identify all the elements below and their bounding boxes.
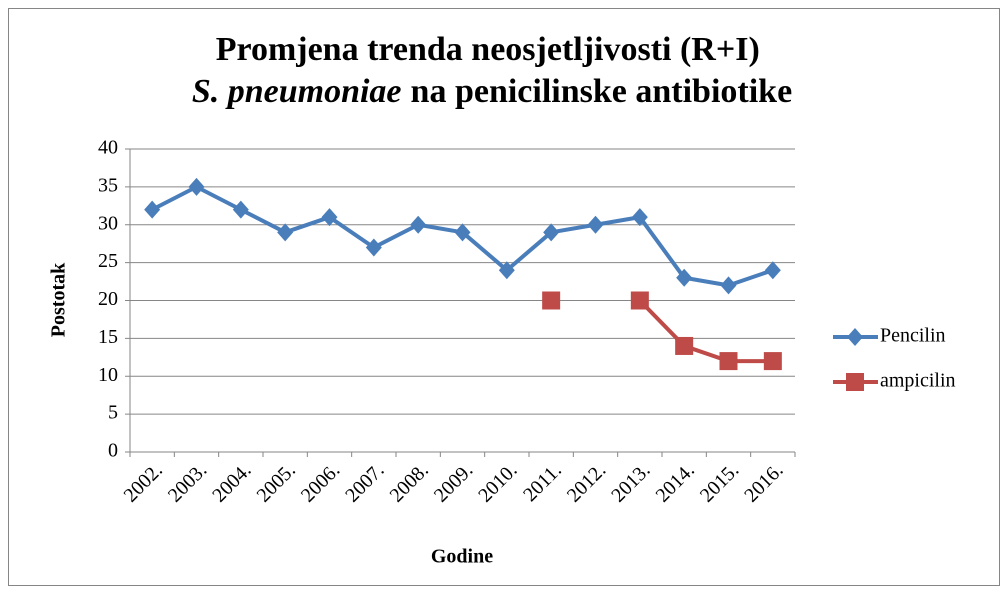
point: [321, 208, 338, 227]
y-tick-label: 0: [108, 440, 118, 462]
y-tick-label: 35: [98, 174, 118, 196]
point: [410, 215, 427, 234]
title-rest: na penicilinske antibiotike: [411, 73, 793, 110]
series-line: [638, 299, 773, 364]
y-axis-label: Postotak: [48, 262, 70, 337]
title-line: Promjena trenda neosjetljivosti (R+I): [216, 31, 760, 68]
y-tick-label: 40: [98, 137, 118, 159]
y-tick-label: 25: [98, 250, 118, 272]
chart-border: [8, 8, 1000, 586]
point: [232, 200, 249, 219]
point: [454, 223, 471, 242]
legend-label: Pencilin: [880, 325, 946, 347]
point: [587, 215, 604, 234]
point: [144, 200, 161, 219]
legend-marker: [847, 328, 863, 346]
point: [543, 223, 560, 242]
point: [631, 208, 648, 227]
legend-label: ampicilin: [880, 370, 956, 392]
y-tick-label: 20: [98, 288, 118, 310]
point: [542, 291, 561, 310]
point: [630, 291, 649, 310]
point: [720, 276, 737, 295]
y-tick-label: 10: [98, 364, 118, 386]
point: [498, 261, 515, 280]
title-italic: S. pneumoniae: [192, 73, 402, 110]
x-axis-label: Godine: [431, 546, 493, 568]
point: [676, 268, 693, 287]
y-tick-label: 15: [98, 326, 118, 348]
point: [188, 177, 205, 196]
chart-title: Promjena trenda neosjetljivosti (R+I) S.…: [192, 31, 792, 110]
point: [277, 223, 294, 242]
point: [764, 261, 781, 280]
legend-marker: [846, 373, 864, 391]
point: [719, 352, 738, 371]
point: [763, 352, 782, 371]
y-tick-label: 30: [98, 212, 118, 234]
point: [675, 336, 694, 355]
y-tick-label: 5: [108, 402, 118, 424]
point: [365, 238, 382, 257]
